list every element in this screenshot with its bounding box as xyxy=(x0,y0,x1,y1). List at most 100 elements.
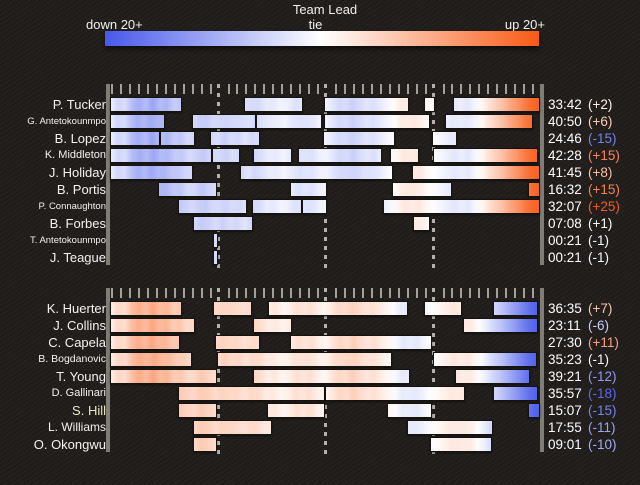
rotation-stint[interactable] xyxy=(290,182,327,197)
rotation-stint[interactable] xyxy=(383,199,540,214)
minute-tick xyxy=(442,288,445,298)
minute-tick xyxy=(173,84,176,94)
rotation-stint[interactable] xyxy=(110,148,213,163)
rotation-stint[interactable] xyxy=(386,403,432,418)
minute-tick xyxy=(487,84,490,94)
player-name: B. Lopez xyxy=(54,131,106,146)
minute-tick xyxy=(236,84,239,94)
rotation-stint[interactable] xyxy=(110,318,196,333)
rotation-stint[interactable] xyxy=(429,437,492,452)
rotation-stint[interactable] xyxy=(463,318,539,333)
player-name: L. Williams xyxy=(47,420,106,434)
rotation-stint[interactable] xyxy=(390,148,420,163)
minute-tick xyxy=(406,288,409,298)
rotation-stint[interactable] xyxy=(528,403,540,418)
rotation-stint[interactable] xyxy=(323,131,395,146)
rotation-stint[interactable] xyxy=(214,335,260,350)
rotation-stint[interactable] xyxy=(110,114,165,129)
player-plus-minus: (-6) xyxy=(588,318,609,333)
rotation-stint[interactable] xyxy=(213,250,219,265)
rotation-stint[interactable] xyxy=(110,165,194,180)
rotation-stint[interactable] xyxy=(212,148,240,163)
rotation-stint[interactable] xyxy=(110,352,192,367)
minute-tick xyxy=(370,288,373,298)
rotation-stint[interactable] xyxy=(178,199,248,214)
rotation-stint[interactable] xyxy=(110,97,182,112)
legend-label-up: up 20+ xyxy=(504,17,545,32)
player-row: B. Forbes 07:08 (+1) xyxy=(0,216,640,231)
rotation-stint[interactable] xyxy=(213,233,219,248)
player-row: L. Williams 17:55 (-11) xyxy=(0,420,640,435)
rotation-stint[interactable] xyxy=(324,114,430,129)
player-row: K. Huerter 36:35 (+7) xyxy=(0,301,640,316)
quarter-line xyxy=(216,288,220,456)
player-row: B. Portis 16:32 (+15) xyxy=(0,182,640,197)
rotation-stint[interactable] xyxy=(253,148,292,163)
rotation-stint[interactable] xyxy=(252,199,302,214)
rotation-stint[interactable] xyxy=(407,420,494,435)
rotation-stint[interactable] xyxy=(445,114,533,129)
rotation-stint[interactable] xyxy=(110,335,180,350)
rotation-stint[interactable] xyxy=(178,403,217,418)
minute-tick xyxy=(290,288,293,298)
rotation-stint[interactable] xyxy=(253,369,411,384)
chart-left-rail xyxy=(106,84,110,265)
player-plus-minus: (+25) xyxy=(588,199,620,214)
rotation-stint[interactable] xyxy=(110,131,161,146)
rotation-stint[interactable] xyxy=(193,420,273,435)
rotation-stint[interactable] xyxy=(433,148,539,163)
rotation-stint[interactable] xyxy=(243,97,303,112)
rotation-stint[interactable] xyxy=(324,97,410,112)
minute-tick xyxy=(120,84,122,94)
rotation-stint[interactable] xyxy=(253,318,292,333)
rotation-stint[interactable] xyxy=(216,352,393,367)
player-plus-minus: (-18) xyxy=(588,386,617,401)
rotation-stint[interactable] xyxy=(192,114,256,129)
rotation-stint[interactable] xyxy=(528,182,540,197)
minute-tick xyxy=(424,288,427,298)
player-minutes: 39:21 xyxy=(548,369,582,384)
rotation-stint[interactable] xyxy=(160,131,196,146)
minute-tick xyxy=(523,84,526,94)
rotation-stint[interactable] xyxy=(431,131,457,146)
minute-tick xyxy=(352,288,355,298)
rotation-stint[interactable] xyxy=(239,165,394,180)
minute-tick xyxy=(514,84,517,94)
rotation-stint[interactable] xyxy=(193,216,254,231)
minute-tick xyxy=(335,84,337,94)
rotation-stint[interactable] xyxy=(110,301,182,316)
rotation-stint[interactable] xyxy=(290,335,432,350)
rotation-stint[interactable] xyxy=(412,216,430,231)
rotation-stint[interactable] xyxy=(423,97,436,112)
rotation-stint[interactable] xyxy=(210,131,260,146)
rotation-stint[interactable] xyxy=(392,182,453,197)
rotation-stint[interactable] xyxy=(453,97,540,112)
rotation-stint[interactable] xyxy=(325,386,465,401)
rotation-stint[interactable] xyxy=(193,437,217,452)
rotation-stint[interactable] xyxy=(432,352,538,367)
minute-tick xyxy=(460,288,463,298)
rotation-stint[interactable] xyxy=(178,386,325,401)
minute-tick xyxy=(281,288,284,298)
rotation-stint[interactable] xyxy=(110,369,217,384)
minute-tick xyxy=(496,288,499,298)
rotation-stint[interactable] xyxy=(492,301,539,316)
rotation-stint[interactable] xyxy=(213,301,252,316)
minute-tick xyxy=(111,84,113,94)
rotation-stint[interactable] xyxy=(298,148,383,163)
rotation-stint[interactable] xyxy=(492,386,539,401)
player-plus-minus: (-12) xyxy=(588,369,617,384)
minute-tick xyxy=(308,288,311,298)
player-name: K. Huerter xyxy=(46,301,106,316)
rotation-stint[interactable] xyxy=(267,301,409,316)
rotation-stint[interactable] xyxy=(158,182,217,197)
rotation-stint[interactable] xyxy=(411,165,540,180)
minute-tick xyxy=(361,288,364,298)
rotation-stint[interactable] xyxy=(266,403,325,418)
rotation-stint[interactable] xyxy=(424,301,462,316)
rotation-stint[interactable] xyxy=(301,199,327,214)
minute-tick xyxy=(128,288,131,298)
player-row: P. Connaughton 32:07 (+25) xyxy=(0,199,640,214)
rotation-stint[interactable] xyxy=(256,114,323,129)
rotation-stint[interactable] xyxy=(454,369,531,384)
